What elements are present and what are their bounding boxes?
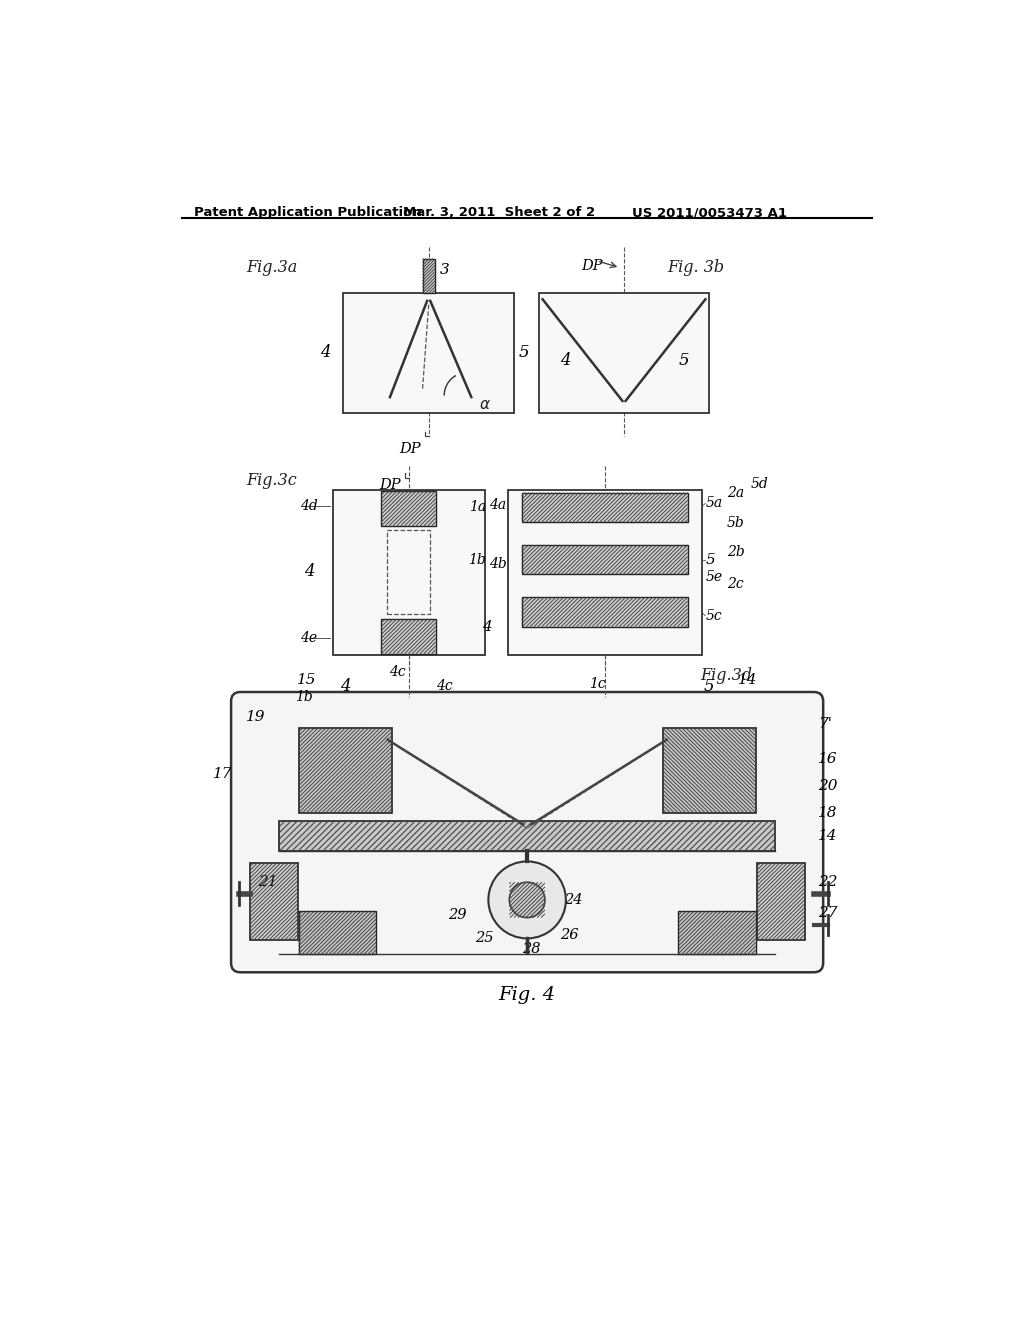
Text: 12: 12 xyxy=(521,866,541,880)
Text: 28: 28 xyxy=(522,942,541,956)
Bar xyxy=(678,911,756,954)
Text: 27: 27 xyxy=(818,906,838,920)
Text: 19: 19 xyxy=(246,710,265,723)
Bar xyxy=(334,490,484,655)
Text: 4: 4 xyxy=(340,678,350,696)
Bar xyxy=(423,259,435,293)
Bar xyxy=(381,491,435,525)
Text: 29: 29 xyxy=(449,908,467,923)
Text: 5: 5 xyxy=(706,553,715,566)
Text: 25: 25 xyxy=(475,932,494,945)
Text: 2b: 2b xyxy=(727,545,744,558)
Bar xyxy=(521,598,687,627)
Text: 1b: 1b xyxy=(295,690,312,705)
Text: 1b: 1b xyxy=(468,553,486,566)
Text: 7': 7' xyxy=(818,717,831,731)
Text: 2c: 2c xyxy=(727,577,743,591)
Text: 5: 5 xyxy=(518,345,529,360)
Text: Patent Application Publication: Patent Application Publication xyxy=(194,206,422,219)
Text: 4e: 4e xyxy=(300,631,317,645)
Bar xyxy=(508,490,701,655)
Text: 26: 26 xyxy=(560,928,579,941)
Text: 4a: 4a xyxy=(489,498,506,512)
Text: Fig.3d: Fig.3d xyxy=(700,667,752,684)
Text: 20: 20 xyxy=(818,779,838,793)
Text: 4b: 4b xyxy=(489,557,507,572)
Text: 22: 22 xyxy=(818,875,838,890)
Bar xyxy=(387,531,430,614)
Text: Fig.3a: Fig.3a xyxy=(246,259,297,276)
Text: 14: 14 xyxy=(738,673,758,688)
Text: US 2011/0053473 A1: US 2011/0053473 A1 xyxy=(632,206,786,219)
Text: Fig. 3b: Fig. 3b xyxy=(668,259,725,276)
Bar xyxy=(250,863,298,940)
Text: 5: 5 xyxy=(703,678,715,696)
Text: 5e: 5e xyxy=(706,569,723,583)
Circle shape xyxy=(509,882,545,917)
Text: 15: 15 xyxy=(297,673,316,688)
Text: 21: 21 xyxy=(258,875,278,890)
Bar xyxy=(280,821,775,851)
Bar xyxy=(539,293,710,412)
Text: 3: 3 xyxy=(439,263,450,277)
Bar xyxy=(663,729,756,813)
Text: 5b: 5b xyxy=(727,516,744,529)
Bar xyxy=(299,729,391,813)
Text: DP: DP xyxy=(399,442,421,455)
Text: 4d: 4d xyxy=(300,499,317,513)
Bar xyxy=(299,911,376,954)
Text: 23: 23 xyxy=(432,841,452,854)
Text: 4: 4 xyxy=(304,564,314,581)
Text: 4c: 4c xyxy=(389,665,406,678)
Text: 4c: 4c xyxy=(435,678,453,693)
Text: DP: DP xyxy=(582,259,603,272)
Text: DP: DP xyxy=(379,478,400,492)
Text: 2a: 2a xyxy=(727,486,744,500)
Circle shape xyxy=(488,862,566,939)
Text: 1a: 1a xyxy=(469,500,486,515)
Text: 5: 5 xyxy=(678,351,689,368)
Bar xyxy=(343,293,514,412)
Text: $\alpha$: $\alpha$ xyxy=(479,397,490,412)
Text: 24: 24 xyxy=(564,892,583,907)
Text: 17: 17 xyxy=(213,767,232,781)
Text: 1c: 1c xyxy=(589,677,606,692)
Text: 4: 4 xyxy=(321,345,331,360)
Text: 14: 14 xyxy=(818,829,838,843)
Text: Mar. 3, 2011  Sheet 2 of 2: Mar. 3, 2011 Sheet 2 of 2 xyxy=(403,206,595,219)
Text: Fig.3c: Fig.3c xyxy=(246,471,297,488)
Bar xyxy=(381,619,435,653)
Bar xyxy=(521,492,687,521)
Text: 4: 4 xyxy=(560,351,571,368)
Text: 16: 16 xyxy=(818,752,838,766)
Text: 4: 4 xyxy=(482,620,493,635)
Text: 5c: 5c xyxy=(706,609,722,623)
Text: 18: 18 xyxy=(818,807,838,820)
Text: 5a: 5a xyxy=(706,496,723,511)
Bar xyxy=(509,882,545,917)
Text: Fig. 4: Fig. 4 xyxy=(499,986,556,1005)
Bar xyxy=(757,863,805,940)
FancyBboxPatch shape xyxy=(231,692,823,973)
Text: 5d: 5d xyxy=(751,477,768,491)
Bar xyxy=(521,545,687,574)
